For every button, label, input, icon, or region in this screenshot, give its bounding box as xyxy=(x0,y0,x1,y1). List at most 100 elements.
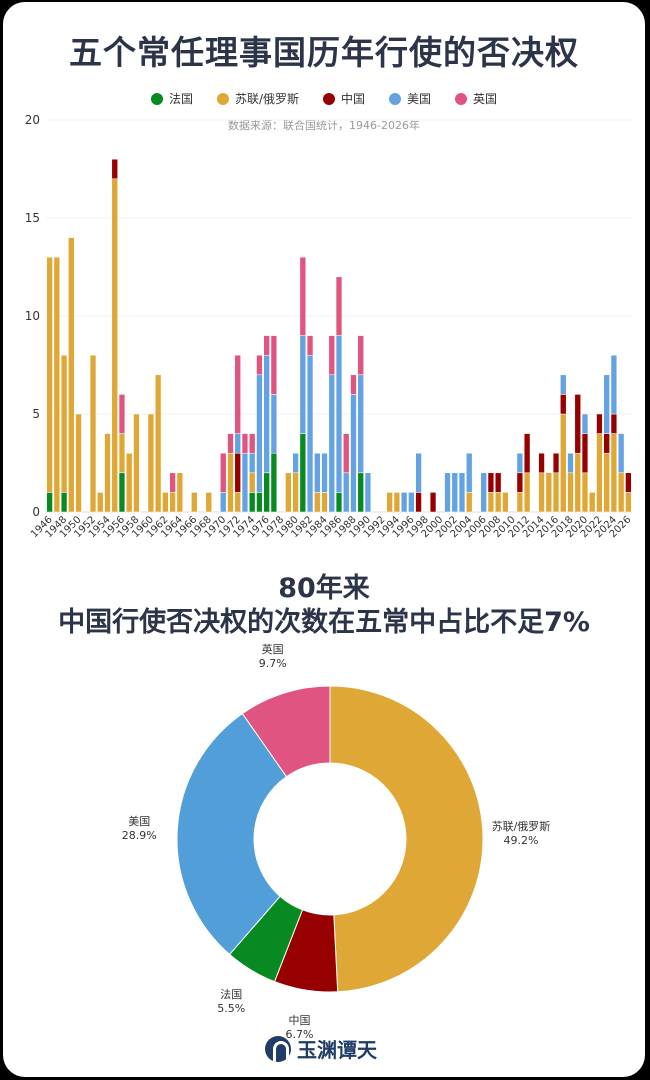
bar-segment[interactable] xyxy=(466,452,473,493)
bar-segment[interactable] xyxy=(314,452,321,493)
pie-slice-name: 法国 xyxy=(220,988,243,1002)
bar-segment[interactable] xyxy=(538,452,545,474)
pie-slice-name: 英国 xyxy=(261,642,284,656)
bar-segment[interactable] xyxy=(46,256,53,493)
bar-segment[interactable] xyxy=(126,452,133,513)
brand-logo: 玉渊谭天 xyxy=(265,1034,377,1063)
bar-segment[interactable] xyxy=(205,492,212,513)
bar-segment[interactable] xyxy=(306,335,314,356)
bar-segment[interactable] xyxy=(285,472,292,513)
bar-segment[interactable] xyxy=(408,492,415,513)
bar-segment[interactable] xyxy=(227,433,234,454)
pie-slice-label: 苏联/俄罗斯 49.2% xyxy=(492,820,551,848)
legend-label: 美国 xyxy=(407,92,432,106)
pie-slice-percent: 5.5% xyxy=(217,1002,246,1016)
bar-segment[interactable] xyxy=(458,472,466,513)
bar-segment[interactable] xyxy=(350,374,357,395)
bar-segment[interactable] xyxy=(111,158,118,180)
bar-segment[interactable] xyxy=(176,472,184,513)
pie-slice-label: 美国 28.9% xyxy=(122,815,157,843)
bar-segment[interactable] xyxy=(89,354,97,513)
bar-segment[interactable] xyxy=(270,335,278,395)
bar-segment[interactable] xyxy=(256,354,263,376)
bar-segment[interactable] xyxy=(343,433,350,474)
bar-segment[interactable] xyxy=(234,354,241,434)
bar-segment[interactable] xyxy=(574,394,581,454)
bar-segment[interactable] xyxy=(523,433,531,474)
pie-slice-percent: 49.2% xyxy=(503,834,539,848)
bar-segment[interactable] xyxy=(335,276,343,336)
bar-segment[interactable] xyxy=(263,335,270,356)
bar-segment[interactable] xyxy=(60,354,68,493)
chart-legend: 法国 苏联/俄罗斯 中国 美国 英国 xyxy=(3,90,645,107)
pie-slice-percent: 6.7% xyxy=(285,1027,314,1041)
bar-segment[interactable] xyxy=(321,452,328,493)
bar-segment[interactable] xyxy=(545,472,552,513)
bar-segment[interactable] xyxy=(393,492,401,513)
bar-segment[interactable] xyxy=(581,413,589,434)
legend-dot-icon xyxy=(323,92,335,105)
bar-segment[interactable] xyxy=(97,492,104,513)
bar-segment[interactable] xyxy=(516,452,524,474)
legend-label: 中国 xyxy=(341,92,366,106)
bar-segment[interactable] xyxy=(169,472,176,493)
bar-segment[interactable] xyxy=(357,335,364,376)
bar-segment[interactable] xyxy=(162,492,169,513)
y-tick-label: 10 xyxy=(25,309,40,323)
pie-slice-label: 法国 5.5% xyxy=(217,988,245,1016)
bar-segment[interactable] xyxy=(386,492,393,513)
bar-segment[interactable] xyxy=(154,374,162,513)
bar-segment[interactable] xyxy=(191,492,198,513)
bar-segment[interactable] xyxy=(603,374,610,434)
bar-segment[interactable] xyxy=(364,472,372,513)
stacked-bar-chart: 0510152019461948195019521954195619581960… xyxy=(25,113,634,540)
bar-segment[interactable] xyxy=(480,472,487,513)
legend-item-russia[interactable]: 苏联/俄罗斯 xyxy=(216,90,299,107)
bar-segment[interactable] xyxy=(104,433,111,513)
donut-slice[interactable] xyxy=(329,685,484,993)
bar-segment[interactable] xyxy=(625,472,632,493)
pie-slice-name: 美国 xyxy=(128,814,151,828)
donut-chart xyxy=(176,685,484,993)
bar-segment[interactable] xyxy=(596,413,603,434)
legend-item-france[interactable]: 法国 xyxy=(150,90,193,107)
bar-segment[interactable] xyxy=(560,374,567,395)
bar-segment[interactable] xyxy=(610,354,618,415)
bar-segment[interactable] xyxy=(147,413,155,513)
y-tick-label: 15 xyxy=(25,211,40,225)
bar-segment[interactable] xyxy=(292,452,299,474)
logo-icon xyxy=(265,1035,291,1062)
pie-title-line1: 80年来 xyxy=(278,573,370,604)
pie-slice-name: 苏联/俄罗斯 xyxy=(491,820,551,834)
legend-item-uk[interactable]: 英国 xyxy=(455,90,497,107)
bar-segment[interactable] xyxy=(552,452,560,474)
bar-segment[interactable] xyxy=(429,492,437,513)
legend-item-usa[interactable]: 美国 xyxy=(389,90,431,107)
bar-segment[interactable] xyxy=(400,492,408,513)
y-tick-label: 20 xyxy=(25,113,40,127)
bar-segment[interactable] xyxy=(451,472,458,513)
bar-segment[interactable] xyxy=(241,433,249,454)
bar-segment[interactable] xyxy=(617,433,625,474)
bar-segment[interactable] xyxy=(328,335,335,376)
bar-segment[interactable] xyxy=(220,452,227,493)
bar-segment[interactable] xyxy=(567,452,574,474)
legend-item-china[interactable]: 中国 xyxy=(323,90,365,107)
bar-segment[interactable] xyxy=(68,237,75,513)
bar-segment[interactable] xyxy=(444,472,451,513)
donut-slice[interactable] xyxy=(241,685,331,778)
pie-title: 80年来 中国行使否决权的次数在五常中占比不足7% xyxy=(3,572,645,640)
bar-segment[interactable] xyxy=(589,492,596,513)
bar-segment[interactable] xyxy=(53,256,61,513)
bar-segment[interactable] xyxy=(494,472,502,493)
donut-slice[interactable] xyxy=(176,712,288,956)
bar-segment[interactable] xyxy=(415,452,422,493)
bar-segment[interactable] xyxy=(487,472,495,493)
bar-segment[interactable] xyxy=(75,413,82,513)
bar-segment[interactable] xyxy=(502,492,509,513)
bar-segment[interactable] xyxy=(118,394,126,434)
legend-dot-icon xyxy=(455,92,468,105)
bar-segment[interactable] xyxy=(299,256,306,336)
bar-segment[interactable] xyxy=(133,413,140,513)
bar-segment[interactable] xyxy=(249,433,256,454)
